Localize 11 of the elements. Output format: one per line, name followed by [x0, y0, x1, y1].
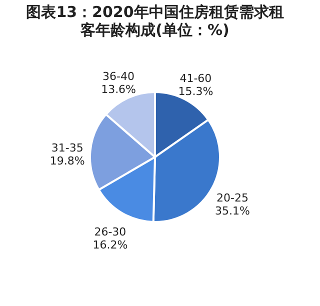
slice-label: 31-35 — [51, 142, 84, 155]
slice-label: 20-25 — [216, 192, 248, 205]
data-label: 15.3% — [178, 84, 214, 98]
data-label: 16.2% — [92, 238, 128, 252]
slice-label: 36-40 — [102, 70, 135, 83]
data-label: 35.1% — [215, 204, 250, 218]
data-label: 19.8% — [50, 154, 85, 168]
chart-title: 图表13：2020年中国住房租赁需求租客年龄构成(单位：%) — [26, 3, 284, 39]
slice-label: 41-60 — [180, 72, 212, 85]
slice-label: 26-30 — [94, 226, 126, 239]
data-label: 13.6% — [101, 82, 136, 96]
